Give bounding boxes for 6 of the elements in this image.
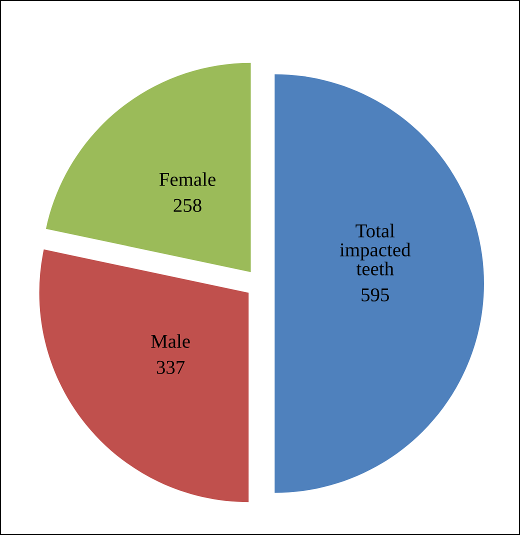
data-label: 595 [362,288,389,302]
slice-label: Total impacted teeth [340,224,411,276]
data-label: 337 [156,360,185,374]
slice-label: Female [159,172,216,186]
data-label: 258 [174,198,202,212]
slice-label: Male [151,334,190,348]
